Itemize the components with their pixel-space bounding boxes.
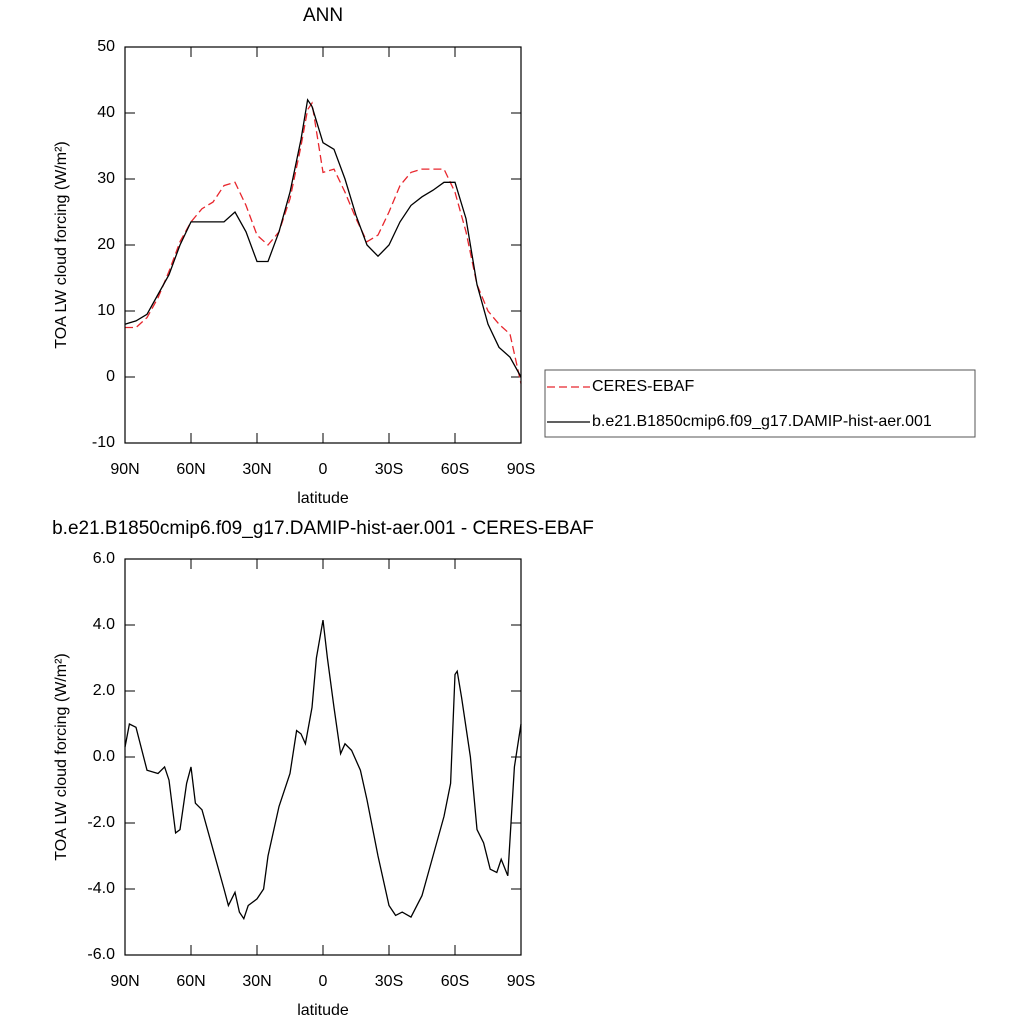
x-tick-label: 60N (176, 973, 205, 990)
y-tick-label: 30 (97, 170, 115, 187)
y-tick-label: -4.0 (87, 880, 115, 897)
legend-label: CERES-EBAF (592, 378, 694, 395)
x-tick-label: 30S (375, 973, 403, 990)
y-tick-label: 0 (106, 368, 115, 385)
chart-title: ANN (303, 5, 343, 26)
data-line (124, 98, 522, 378)
y-tick-label: 2.0 (93, 682, 115, 699)
legend-box (544, 369, 976, 438)
y-tick-label: 10 (97, 302, 115, 319)
x-tick-label: 30N (242, 461, 271, 478)
x-tick-label: 30S (375, 461, 403, 478)
x-axis-label: latitude (297, 490, 349, 507)
y-tick-label: 6.0 (93, 550, 115, 567)
y-tick-label: -10 (92, 434, 115, 451)
x-tick-label: 90N (110, 461, 139, 478)
x-tick-label: 60N (176, 461, 205, 478)
data-line (125, 101, 522, 384)
y-tick-label: 40 (97, 104, 115, 121)
x-tick-label: 90N (110, 973, 139, 990)
x-tick-label: 60S (441, 461, 469, 478)
chart-title: b.e21.B1850cmip6.f09_g17.DAMIP-hist-aer.… (52, 518, 594, 539)
y-tick-label: 0.0 (93, 748, 115, 765)
plot-frame (124, 558, 522, 956)
y-tick-label: 50 (97, 38, 115, 55)
x-axis-label: latitude (297, 1002, 349, 1019)
x-tick-label: 30N (242, 973, 271, 990)
x-tick-label: 60S (441, 973, 469, 990)
x-tick-label: 90S (507, 461, 535, 478)
x-tick-label: 0 (319, 973, 328, 990)
y-tick-label: 4.0 (93, 616, 115, 633)
y-axis-label: TOA LW cloud forcing (W/m²) (53, 653, 70, 860)
x-tick-label: 90S (507, 973, 535, 990)
y-tick-label: -2.0 (87, 814, 115, 831)
x-tick-label: 0 (319, 461, 328, 478)
y-tick-label: -6.0 (87, 946, 115, 963)
y-axis-label: TOA LW cloud forcing (W/m²) (53, 141, 70, 348)
legend-label: b.e21.B1850cmip6.f09_g17.DAMIP-hist-aer.… (592, 413, 932, 430)
plot-frame (124, 46, 522, 444)
data-line (124, 619, 522, 921)
y-tick-label: 20 (97, 236, 115, 253)
